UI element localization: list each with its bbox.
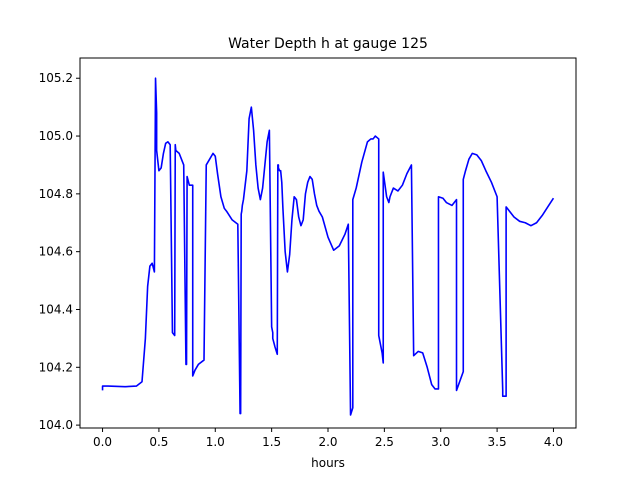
y-tick-label: 104.0: [39, 418, 73, 432]
x-tick-label: 2.5: [375, 435, 394, 449]
series-line-0: [101, 77, 555, 416]
x-axis: 0.0 0.5 1.0 1.5 2.0 2.5 3.0 3.5 4.0: [93, 428, 563, 449]
plot-area: [101, 77, 555, 416]
y-axis: 104.0 104.2 104.4 104.6 104.8 105.0 105.2: [39, 71, 80, 432]
x-axis-label: hours: [311, 456, 345, 470]
x-tick-label: 1.0: [206, 435, 225, 449]
y-tick-label: 105.2: [39, 71, 73, 85]
x-tick-label: 3.5: [488, 435, 507, 449]
chart-title: Water Depth h at gauge 125: [228, 36, 428, 52]
y-tick-label: 104.4: [39, 302, 73, 316]
x-tick-label: 0.0: [93, 435, 112, 449]
y-tick-label: 105.0: [39, 129, 73, 143]
y-tick-label: 104.8: [39, 187, 73, 201]
x-tick-label: 2.0: [318, 435, 337, 449]
y-tick-label: 104.6: [39, 245, 73, 259]
x-tick-label: 3.0: [431, 435, 450, 449]
x-tick-label: 0.5: [149, 435, 168, 449]
x-tick-label: 1.5: [262, 435, 281, 449]
x-tick-label: 4.0: [544, 435, 563, 449]
y-tick-label: 104.2: [39, 360, 73, 374]
